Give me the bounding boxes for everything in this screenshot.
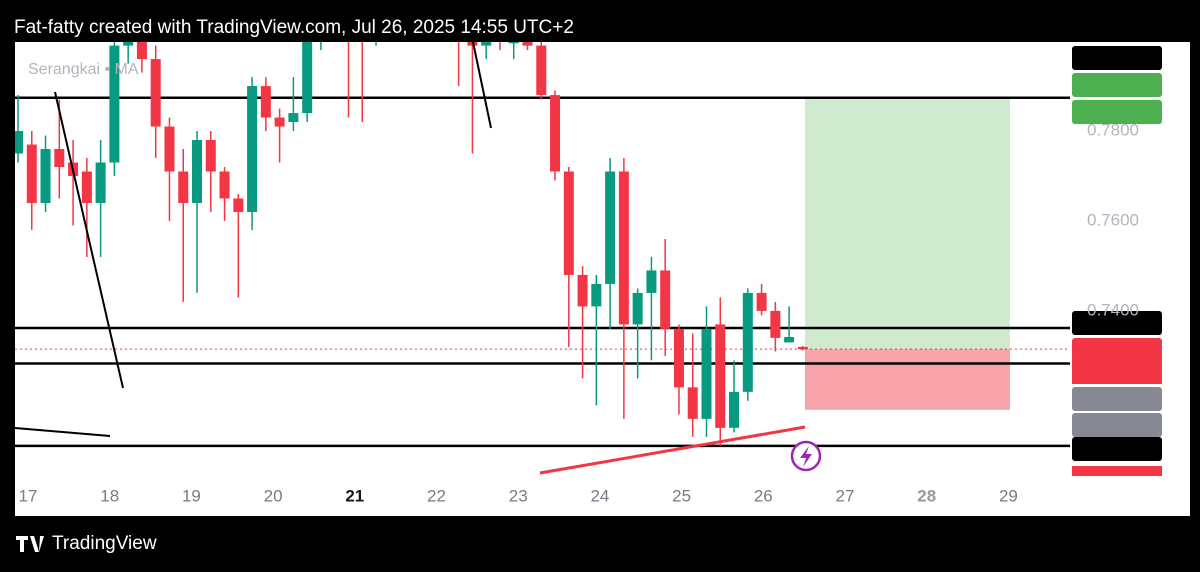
candle-body: [618, 171, 629, 325]
candle-body: [109, 45, 120, 163]
candle-body: [605, 171, 616, 284]
y-tick-label: 0.7800: [1087, 121, 1139, 140]
x-tick-label: 23: [509, 486, 528, 505]
brand-logo: [16, 536, 44, 552]
header: Fat-fatty created with TradingView.com, …: [14, 17, 574, 38]
candle-body: [770, 310, 781, 338]
candle-body: [577, 274, 588, 307]
x-tick-label: 18: [100, 486, 119, 505]
candle-body: [123, 42, 134, 46]
candle-body: [247, 86, 258, 212]
candle-body: [715, 324, 726, 428]
y-tick-label: 0.7400: [1087, 300, 1139, 319]
alert-bolt: [800, 446, 812, 467]
candle-body: [164, 126, 175, 172]
x-tick-label: 24: [590, 486, 609, 505]
candle-body: [219, 171, 230, 199]
x-tick-label: 26: [754, 486, 773, 505]
candle-body: [784, 336, 795, 343]
candle-body: [205, 140, 216, 172]
price-label-box: [1072, 73, 1162, 97]
candle-body: [687, 387, 698, 419]
candle-body: [591, 283, 602, 307]
trend-line: [54, 91, 124, 389]
stop-zone: [805, 349, 1010, 410]
candle-body: [260, 86, 271, 118]
candle-body: [26, 144, 37, 203]
x-tick-label: 19: [182, 486, 201, 505]
x-tick-label: 17: [19, 486, 38, 505]
cut-label: [1072, 466, 1162, 476]
price-label-box: [1072, 46, 1162, 70]
candle-body: [274, 117, 285, 127]
price-label-box: [1072, 100, 1162, 124]
candle-body: [178, 171, 189, 203]
indicator-label: Serangkai • MA: [28, 61, 139, 78]
candle-body: [536, 45, 547, 96]
candle-body: [40, 149, 51, 203]
price-label-box: [1072, 413, 1162, 437]
candle-body: [15, 131, 23, 154]
candle-body: [508, 42, 519, 44]
candle-body: [81, 171, 92, 203]
x-tick-label: 28: [917, 486, 936, 505]
candle-body: [660, 270, 671, 329]
candle-body: [136, 42, 147, 60]
trend-line: [539, 425, 806, 475]
candle-body: [550, 95, 561, 172]
candle-body: [797, 346, 808, 350]
candle-body: [522, 42, 533, 46]
footer: TradingView: [16, 533, 157, 554]
candle-body: [673, 328, 684, 388]
candle-body: [150, 59, 161, 127]
x-tick-label: 25: [672, 486, 691, 505]
candle-body: [481, 42, 492, 46]
x-tick-label: 21: [345, 486, 364, 505]
candle-body: [646, 270, 657, 293]
y-tick-label: 0.7600: [1087, 210, 1139, 229]
x-tick-label: 20: [264, 486, 283, 505]
candle-body: [302, 42, 313, 114]
candle-body: [742, 292, 753, 392]
target-zone: [805, 97, 1010, 350]
candle-body: [95, 162, 106, 203]
candle-body: [233, 198, 244, 212]
candle-body: [729, 391, 740, 428]
candle-body: [756, 292, 767, 311]
trend-line: [14, 427, 111, 437]
trend-line: [472, 41, 492, 129]
price-label-box: [1072, 338, 1162, 362]
candle-body: [192, 140, 203, 203]
candle-body: [54, 149, 65, 168]
x-tick-label: 29: [999, 486, 1018, 505]
candle-body: [701, 328, 712, 419]
brand: TradingView: [52, 533, 157, 554]
x-tick-label: 27: [836, 486, 855, 505]
price-label-box: [1072, 437, 1162, 461]
candle-body: [288, 113, 299, 123]
candle-body: [632, 292, 643, 325]
price-label-box: [1072, 311, 1162, 335]
candle-body: [563, 171, 574, 275]
price-label-box: [1072, 387, 1162, 411]
x-tick-label: 22: [427, 486, 446, 505]
countdown-box: [1072, 360, 1162, 384]
